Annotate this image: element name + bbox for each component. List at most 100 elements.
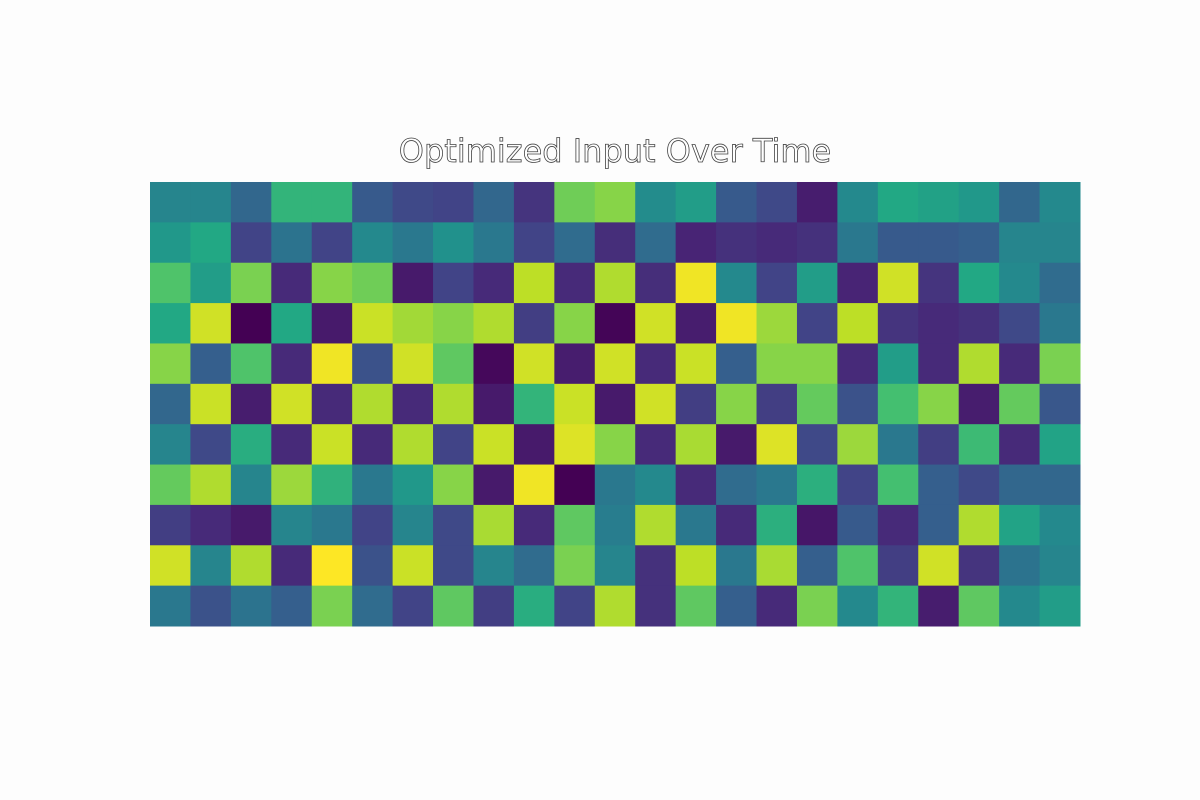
heatmap-cell (473, 262, 515, 304)
heatmap-cell (1039, 545, 1081, 587)
heatmap-cell (675, 182, 717, 223)
heatmap-cell (958, 303, 1000, 344)
heatmap-cell (311, 504, 353, 546)
heatmap-cell (675, 585, 717, 627)
heatmap-cell (1039, 464, 1081, 506)
heatmap-cell (796, 303, 838, 344)
heatmap-cell (594, 182, 636, 223)
heatmap-cell (635, 182, 677, 223)
heatmap-cell (1039, 383, 1081, 425)
heatmap-cell (190, 504, 232, 546)
heatmap-cell (877, 303, 919, 344)
heatmap-cell (837, 545, 879, 587)
heatmap-cell (433, 303, 474, 344)
heatmap-cell (594, 504, 636, 546)
heatmap-cell (392, 343, 434, 385)
heatmap-cell (433, 545, 474, 587)
heatmap-cell (271, 585, 313, 627)
heatmap-cell (877, 262, 919, 304)
heatmap-cell (392, 262, 434, 304)
heatmap-cell (877, 383, 919, 425)
heatmap-cell (635, 262, 677, 304)
heatmap-cell (635, 545, 677, 587)
heatmap-cell (918, 182, 960, 223)
heatmap-cell (513, 262, 555, 304)
heatmap-cell (716, 303, 758, 344)
heatmap-cell (837, 424, 879, 466)
heatmap-cell (756, 182, 798, 223)
heatmap-cell (473, 424, 515, 466)
heatmap-cell (190, 343, 232, 385)
heatmap-cell (433, 464, 474, 506)
heatmap-cell (796, 343, 838, 385)
heatmap-cell (594, 424, 636, 466)
heatmap-cell (150, 303, 191, 344)
heatmap-cell (716, 464, 758, 506)
heatmap-cell (513, 424, 555, 466)
heatmap-cell (554, 504, 596, 546)
heatmap-cell (1039, 343, 1081, 385)
heatmap-cell (877, 343, 919, 385)
heatmap-cell (594, 303, 636, 344)
heatmap-cell (150, 504, 191, 546)
heatmap-cell (958, 343, 1000, 385)
heatmap-cell (796, 464, 838, 506)
heatmap-cell (918, 343, 960, 385)
heatmap-cell (756, 504, 798, 546)
heatmap-cell (837, 504, 879, 546)
heatmap-cell (311, 464, 353, 506)
heatmap-cell (716, 262, 758, 304)
heatmap-cell (958, 545, 1000, 587)
heatmap-cell (675, 262, 717, 304)
heatmap-cell (150, 424, 191, 466)
heatmap-cell (635, 222, 677, 264)
heatmap-cell (473, 303, 515, 344)
heatmap-cell (352, 383, 394, 425)
heatmap-cell (675, 464, 717, 506)
heatmap-cell (311, 182, 353, 223)
heatmap-cell (918, 222, 960, 264)
heatmap-cell (513, 383, 555, 425)
heatmap-cell (877, 585, 919, 627)
heatmap-cell (433, 222, 474, 264)
heatmap-cell (716, 504, 758, 546)
heatmap-cell (999, 303, 1041, 344)
heatmap-cell (716, 222, 758, 264)
heatmap-cell (635, 464, 677, 506)
heatmap-cell (392, 303, 434, 344)
heatmap-cell (877, 222, 919, 264)
heatmap-cell (756, 545, 798, 587)
heatmap-cell (433, 424, 474, 466)
heatmap-cell (756, 222, 798, 264)
heatmap-cell (230, 262, 272, 304)
heatmap-cell (958, 504, 1000, 546)
heatmap-cell (756, 424, 798, 466)
heatmap-cell (392, 504, 434, 546)
heatmap-cell (230, 545, 272, 587)
heatmap-cell (311, 303, 353, 344)
heatmap-cell (958, 585, 1000, 627)
heatmap-cell (352, 182, 394, 223)
heatmap-cell (352, 545, 394, 587)
heatmap-cell (230, 464, 272, 506)
heatmap-cell (918, 464, 960, 506)
heatmap-cell (999, 424, 1041, 466)
heatmap-cell (837, 585, 879, 627)
heatmap-cell (554, 464, 596, 506)
heatmap-cell (513, 182, 555, 223)
heatmap-cell (837, 383, 879, 425)
heatmap-cell (190, 424, 232, 466)
heatmap-cell (837, 262, 879, 304)
heatmap-cell (473, 585, 515, 627)
heatmap-cell (392, 222, 434, 264)
heatmap-cell (150, 464, 191, 506)
heatmap-cell (150, 222, 191, 264)
heatmap-cell (1039, 222, 1081, 264)
heatmap-cell (230, 424, 272, 466)
heatmap-cell (271, 222, 313, 264)
heatmap-cell (918, 424, 960, 466)
heatmap-cell (877, 504, 919, 546)
heatmap-cell (999, 262, 1041, 304)
heatmap-cell (1039, 424, 1081, 466)
heatmap-cell (554, 343, 596, 385)
